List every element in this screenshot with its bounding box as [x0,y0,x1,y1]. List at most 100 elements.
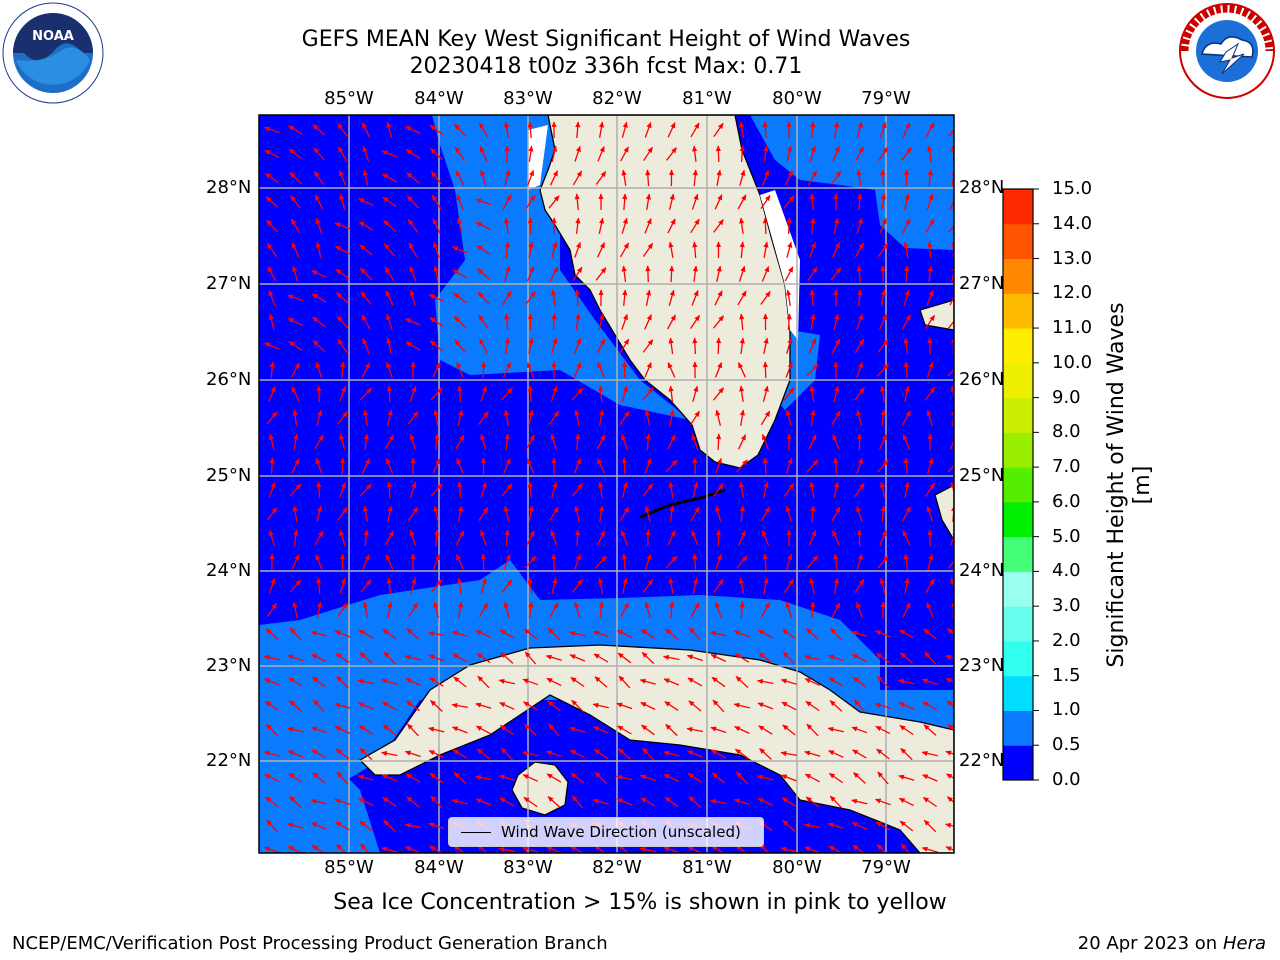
wind-wave-arrow [337,123,348,137]
wind-wave-arrow [716,169,722,187]
wind-wave-arrow [336,675,349,689]
wind-wave-arrow [314,530,324,546]
wind-wave-arrow [833,577,840,595]
lat-tick-right-24: 24°N [959,560,1005,581]
wind-wave-arrow [692,457,698,475]
wind-wave-arrow [289,579,302,593]
colorbar-label: Significant Height of Wind Waves [m] [1104,302,1155,668]
wind-wave-arrow [739,217,745,234]
wind-wave-arrow [362,145,370,162]
wind-wave-arrow [832,146,840,162]
wind-wave-arrow [904,265,910,283]
wind-wave-arrow [783,195,795,209]
wind-wave-arrow [592,798,609,805]
wind-wave-arrow [499,629,515,639]
wind-wave-arrow [405,678,421,686]
wind-wave-arrow [571,795,584,809]
wind-wave-arrow [715,145,721,163]
wind-wave-arrow [477,291,490,305]
wind-wave-arrow [713,122,724,137]
wind-wave-arrow [851,726,868,734]
wind-wave-arrow [409,529,417,546]
wind-wave-arrow [598,313,605,330]
colorbar-swatch [1003,606,1033,642]
wind-wave-arrow [903,289,910,306]
wind-wave-arrow [528,145,534,162]
wind-wave-arrow [480,577,487,594]
wind-wave-arrow [410,361,416,379]
wind-wave-arrow [384,434,395,450]
wind-wave-arrow [359,820,373,832]
wind-wave-arrow [877,363,889,377]
wind-wave-arrow [856,121,863,138]
colorbar-tick-label: 6.0 [1052,490,1081,512]
wind-wave-arrow [904,385,910,402]
wind-wave-arrow [524,555,537,569]
wind-wave-arrow [404,318,421,326]
wind-wave-arrow [264,149,280,159]
wind-wave-arrow [499,797,515,807]
wind-wave-arrow [334,630,351,638]
wind-wave-arrow [335,821,350,831]
lat-tick-left-24: 24°N [206,560,252,581]
colorbar-swatch [1003,362,1033,399]
wind-wave-arrow [644,505,651,522]
colorbar-tick-label: 9.0 [1052,386,1081,408]
wind-wave-arrow [528,505,534,523]
wind-wave-arrow [480,481,487,498]
wind-wave-arrow [429,772,444,784]
wind-wave-arrow [360,579,372,593]
wind-wave-arrow [315,217,323,234]
wind-wave-arrow [550,529,558,546]
wind-wave-arrow [926,193,934,210]
wind-wave-arrow [457,505,464,523]
wind-wave-arrow [830,170,842,185]
wind-wave-arrow [522,846,539,853]
wind-wave-arrow [621,217,628,234]
wind-wave-arrow [903,361,909,379]
colorbar-swatch [1003,571,1033,607]
footer-date-text: 20 Apr 2023 on [1077,933,1223,954]
wind-wave-arrow [663,773,679,783]
wind-wave-arrow [763,241,769,259]
wind-wave-arrow [690,506,700,522]
wind-wave-arrow [856,601,863,618]
wind-wave-arrow [709,798,727,805]
wind-wave-arrow [879,577,886,594]
wind-wave-arrow [266,219,278,233]
wind-wave-arrow [642,578,654,593]
wind-wave-arrow [900,652,913,664]
wind-wave-arrow [922,701,938,711]
wind-wave-arrow [551,313,557,331]
wind-wave-arrow [878,146,888,162]
lon-tick-bottom-82: 82°W [592,857,642,878]
wind-wave-arrow [476,244,491,256]
wind-wave-arrow [857,289,863,307]
wind-wave-arrow [780,774,797,782]
lon-tick-bottom-84: 84°W [414,857,464,878]
wind-wave-arrow [925,578,935,594]
wind-wave-arrow [904,577,910,595]
wind-wave-arrow [686,750,703,758]
wind-wave-arrow [409,289,416,306]
wind-wave-arrow [833,217,840,234]
colorbar-tick-label: 1.5 [1052,664,1081,686]
wind-wave-arrow [714,194,723,210]
wind-wave-arrow [642,747,654,761]
wind-wave-arrow [315,241,322,258]
wind-wave-arrow [456,554,464,570]
wind-wave-arrow [927,145,933,162]
wind-wave-arrow [644,601,651,618]
wind-wave-arrow [359,244,373,256]
wind-wave-arrow [453,772,467,784]
lon-tick-bottom-80: 80°W [772,857,822,878]
wind-wave-arrow [809,385,815,403]
wind-wave-arrow [545,750,562,758]
wind-wave-arrow [668,337,674,354]
wind-wave-arrow [478,506,489,521]
wind-wave-arrow [785,361,793,378]
wind-wave-arrow [710,654,727,662]
wind-wave-arrow [407,218,419,233]
wind-wave-arrow [833,553,839,570]
wind-wave-arrow [455,434,465,450]
